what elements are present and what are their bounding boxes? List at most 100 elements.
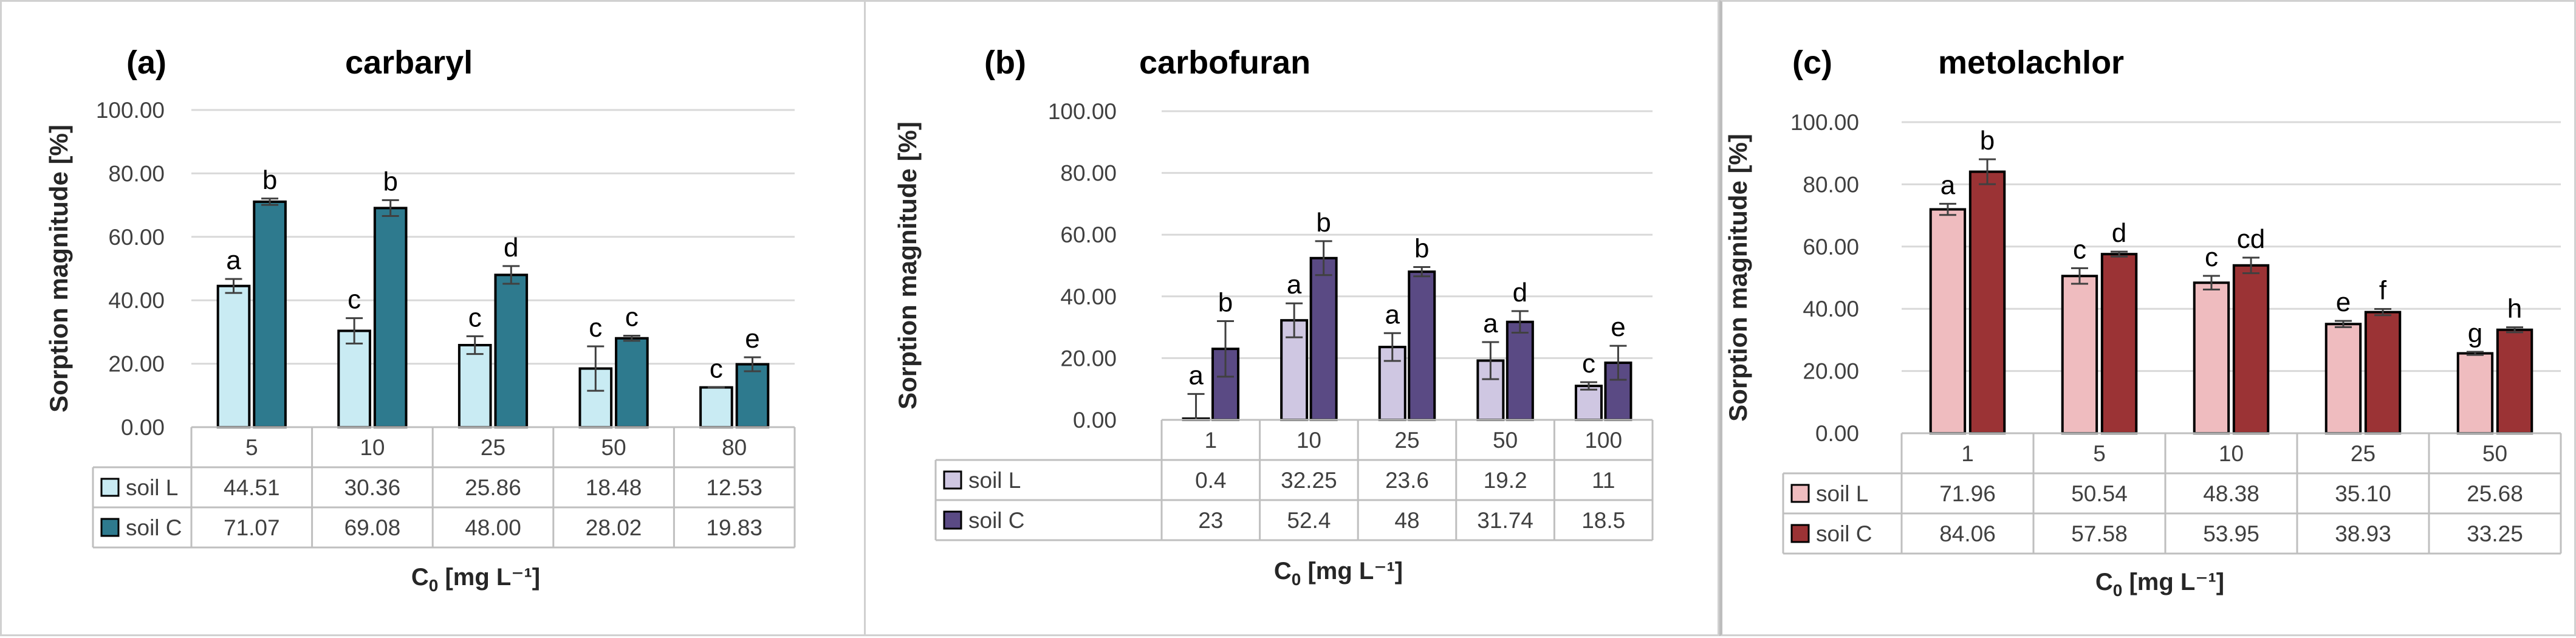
legend-label: soil C (1816, 521, 1872, 546)
table-value: 11 (1592, 468, 1615, 493)
table-value: 31.74 (1477, 508, 1533, 533)
x-axis-label: C0 [mg L⁻¹] (411, 564, 540, 595)
x-category-label: 1 (1205, 428, 1218, 453)
panel-label: (c) (1792, 44, 1832, 81)
legend-swatch (943, 510, 962, 530)
legend-swatch (100, 518, 120, 537)
table-value: 38.93 (2335, 521, 2391, 546)
significance-letter: e (745, 324, 759, 354)
y-tick-label: 100.00 (96, 98, 165, 123)
bar-soil-c (1968, 170, 2006, 434)
significance-letter: a (226, 245, 241, 275)
bar-soil-l (216, 284, 251, 428)
bar-soil-c (2100, 253, 2138, 434)
x-axis-label: C0 [mg L⁻¹] (2095, 569, 2224, 600)
table-value: 48 (1394, 508, 1419, 533)
table-value: 32.25 (1281, 468, 1337, 493)
bar-soil-c (1408, 270, 1436, 421)
table-value: 84.06 (1939, 521, 1996, 546)
table-value: 48.38 (2203, 481, 2259, 506)
chart-svg: 0.00 20.00 40.00 60.00 80.00 100.00 a c c e g b d cd f… (1724, 44, 2562, 600)
significance-letter: a (1483, 309, 1498, 338)
significance-letter: c (2205, 242, 2218, 272)
table-value: 71.96 (1939, 481, 1996, 506)
significance-letter: c (2073, 235, 2086, 264)
y-tick-label: 100.00 (1790, 110, 1859, 135)
significance-letter: a (1287, 270, 1302, 300)
significance-letter: b (1218, 287, 1233, 317)
y-tick-label: 40.00 (1060, 284, 1117, 309)
table-value: 0.4 (1195, 468, 1226, 493)
x-category-label: 80 (722, 435, 747, 460)
significance-letter: f (2379, 276, 2387, 306)
significance-letter: c (1582, 349, 1595, 379)
bar-soil-c (373, 207, 408, 428)
significance-letter: cd (2237, 224, 2265, 254)
y-tick-label: 0.00 (1073, 408, 1117, 433)
table-value: 69.08 (344, 515, 401, 540)
x-category-label: 25 (481, 435, 505, 460)
y-axis-label: Sorption magnitude [%] (893, 122, 922, 410)
table-value: 50.54 (2071, 481, 2128, 506)
bar-soil-c (494, 273, 529, 428)
significance-letter: b (1980, 126, 1995, 156)
panel-label: (b) (984, 44, 1026, 81)
chart-panel-carbaryl: 0.00 20.00 40.00 60.00 80.00 100.00 a c c c c b b d c e… (0, 0, 866, 636)
bar-soil-c (735, 363, 770, 429)
bar-soil-c (253, 201, 287, 428)
significance-letter: a (1385, 300, 1400, 329)
x-category-label: 5 (2093, 441, 2106, 466)
table-value: 25.86 (465, 475, 521, 500)
significance-letter: e (1611, 312, 1625, 342)
legend-label: soil C (968, 508, 1025, 533)
panel-label: (a) (126, 44, 166, 81)
significance-letter: d (2112, 218, 2126, 248)
significance-letter: d (504, 233, 518, 262)
y-tick-label: 60.00 (108, 225, 165, 250)
table-value: 52.4 (1287, 508, 1331, 533)
significance-letter: b (1316, 208, 1331, 238)
y-axis-label: Sorption magnitude [%] (1724, 134, 1752, 422)
chart-panel-metolachlor: 0.00 20.00 40.00 60.00 80.00 100.00 a c c e g b d cd f… (1719, 0, 2576, 636)
y-tick-label: 80.00 (1060, 161, 1117, 186)
bar-soil-l (457, 344, 492, 428)
table-value: 71.07 (224, 515, 280, 540)
table-value: 25.68 (2467, 481, 2523, 506)
table-value: 18.48 (586, 475, 642, 500)
table-value: 33.25 (2467, 521, 2523, 546)
table-value: 19.83 (706, 515, 762, 540)
significance-letter: d (1513, 278, 1527, 307)
significance-letter: c (468, 303, 482, 332)
chart-title: metolachlor (1938, 44, 2124, 81)
x-category-label: 10 (2219, 441, 2244, 466)
y-tick-label: 20.00 (1803, 359, 1859, 384)
y-tick-label: 80.00 (1803, 172, 1859, 197)
y-tick-label: 20.00 (108, 352, 165, 377)
y-axis-label: Sorption magnitude [%] (44, 125, 73, 413)
table-value: 18.5 (1581, 508, 1625, 533)
table-value: 28.02 (586, 515, 642, 540)
y-tick-label: 60.00 (1803, 235, 1859, 259)
significance-letter: a (1188, 360, 1204, 390)
y-tick-label: 80.00 (108, 161, 165, 186)
y-tick-label: 100.00 (1048, 99, 1117, 124)
bar-soil-c (2232, 264, 2270, 434)
significance-letter: c (589, 313, 602, 343)
y-tick-label: 40.00 (108, 288, 165, 313)
bar-soil-l (1574, 385, 1603, 421)
table-value: 12.53 (706, 475, 762, 500)
table-value: 30.36 (344, 475, 401, 500)
chart-panel-carbofuran: 0.00 20.00 40.00 60.00 80.00 100.00 a a a a c b b b d e… (866, 0, 1719, 636)
significance-letter: e (2336, 287, 2351, 317)
x-category-label: 25 (1394, 428, 1419, 453)
table-value: 19.2 (1484, 468, 1527, 493)
significance-letter: b (1414, 234, 1429, 264)
x-category-label: 5 (245, 435, 258, 460)
legend-label: soil L (968, 468, 1021, 493)
bar-soil-l (2193, 281, 2230, 434)
x-category-label: 50 (2482, 441, 2507, 466)
bar-soil-l (2456, 352, 2494, 434)
chart-title: carbofuran (1139, 44, 1310, 81)
table-value: 48.00 (465, 515, 521, 540)
